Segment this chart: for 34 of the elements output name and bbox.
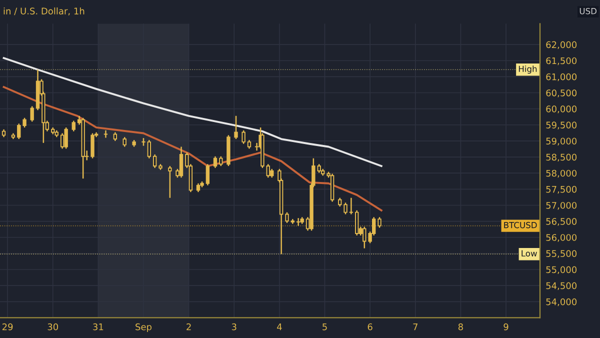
x-tick-label: 30 — [48, 323, 58, 330]
x-tick-label: 2 — [186, 323, 191, 330]
ref-line-label: BTCUSD — [504, 222, 537, 228]
y-tick-label: 60,500 — [546, 89, 577, 98]
y-tick-label: 56,500 — [546, 218, 577, 226]
y-tick-label: 54,500 — [546, 282, 577, 290]
y-tick-label: 60,000 — [546, 106, 577, 114]
ref-line-label: High — [518, 66, 537, 74]
x-tick-label: 6 — [368, 323, 372, 330]
y-tick-label: 54,000 — [546, 298, 577, 306]
chart-title: in / U.S. Dollar, 1h — [4, 7, 84, 16]
y-tick-label: 55,000 — [546, 266, 577, 274]
x-tick-label: 4 — [277, 324, 282, 330]
y-tick-label: 56,000 — [546, 234, 577, 242]
x-tick-label: 5 — [322, 324, 327, 330]
y-tick-label: 58,000 — [546, 170, 577, 178]
y-tick-label: 59,500 — [546, 122, 577, 130]
y-tick-label: 58,500 — [546, 154, 577, 162]
x-tick-label: 29 — [2, 323, 13, 330]
ref-line-label: Low — [522, 250, 537, 257]
x-tick-label: 8 — [458, 323, 463, 330]
x-tick-label: 9 — [504, 323, 508, 330]
y-tick-label: 62,000 — [546, 41, 577, 50]
y-tick-label: 59,000 — [546, 138, 577, 146]
y-tick-label: 55,500 — [546, 250, 577, 258]
text: USD — [580, 8, 597, 14]
y-tick-label: 57,000 — [546, 202, 577, 210]
x-tick-label: 3 — [232, 323, 236, 330]
y-tick-label: 57,500 — [546, 186, 577, 194]
x-tick-label: 31 — [93, 323, 104, 330]
y-tick-label: 61,500 — [546, 57, 577, 66]
x-tick-label: 7 — [413, 324, 418, 330]
x-tick-label: Sep — [136, 323, 152, 332]
y-tick-label: 61,000 — [546, 73, 577, 82]
